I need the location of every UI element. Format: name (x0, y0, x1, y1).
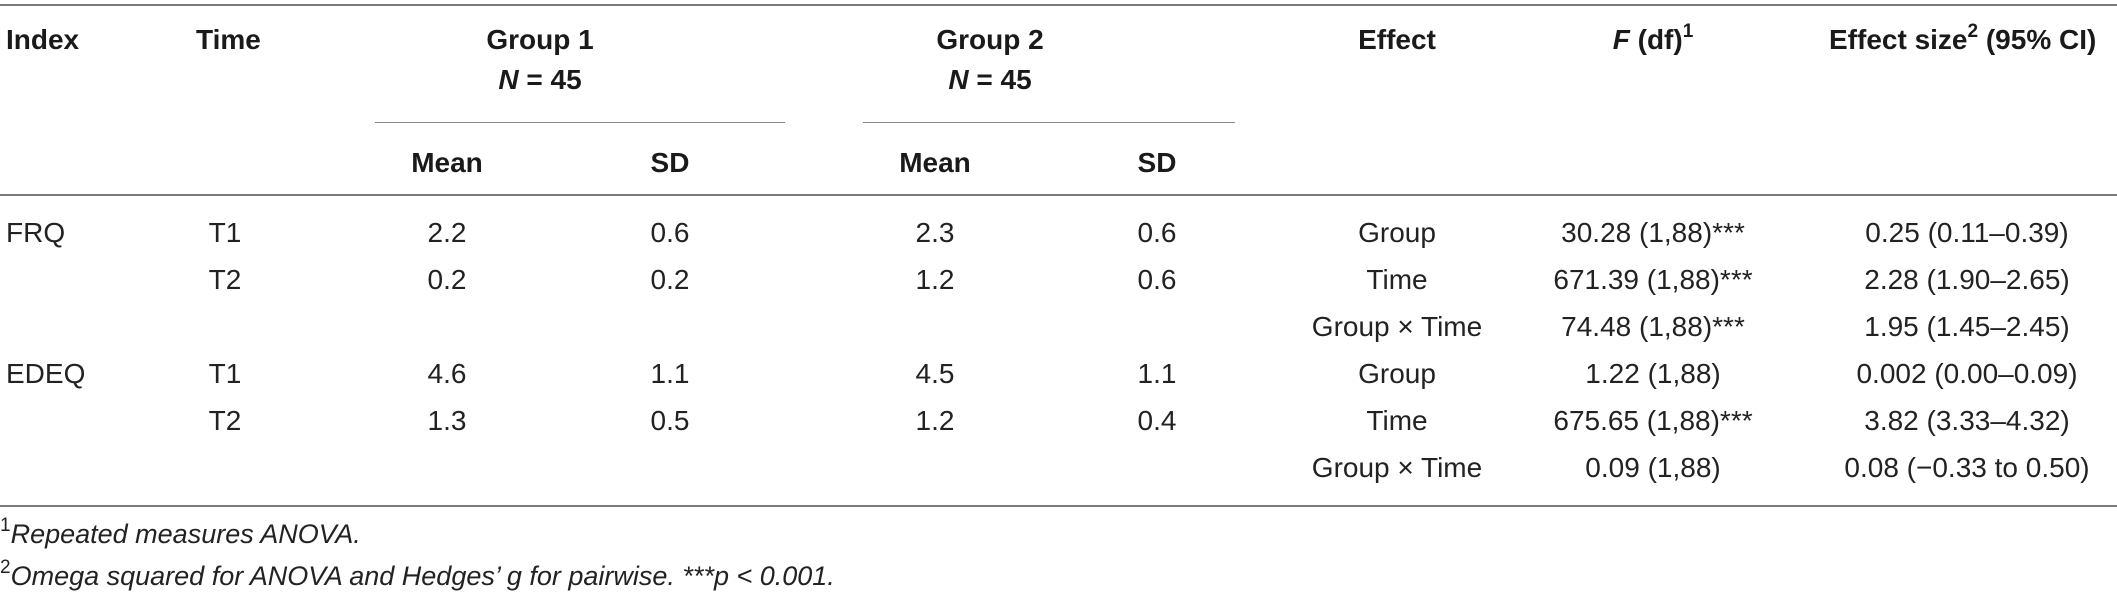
cell-effect-size: 3.82 (3.33–4.32) (1864, 405, 2070, 436)
header-group2-name: Group 2 (936, 24, 1044, 55)
cell-effect-size: 2.28 (1.90–2.65) (1864, 264, 2070, 295)
group1-span-rule (375, 122, 785, 123)
cell-effect-size: 1.95 (1.45–2.45) (1864, 311, 2070, 342)
cell-time: T1 (208, 217, 242, 248)
header-group1-n: N = 45 (498, 64, 582, 95)
group2-span-rule (863, 122, 1235, 123)
cell-effect-size: 0.08 (−0.33 to 0.50) (1844, 452, 2090, 483)
header-group1-name: Group 1 (486, 24, 594, 55)
cell-f-df: 74.48 (1,88)*** (1561, 311, 1745, 342)
table-bottom-rule (0, 505, 2117, 507)
footnote-2: 2Omega squared for ANOVA and Hedges’ g f… (0, 557, 835, 591)
header-group2-mean: Mean (899, 147, 971, 178)
header-index: Index (6, 24, 80, 55)
cell-group2-sd: 0.6 (1137, 264, 1177, 295)
header-effect: Effect (1358, 24, 1436, 55)
cell-effect: Group (1358, 358, 1436, 389)
cell-group2-sd: 0.4 (1137, 405, 1177, 436)
cell-group2-mean: 4.5 (915, 358, 955, 389)
cell-group2-mean: 2.3 (915, 217, 955, 248)
cell-time: T2 (208, 264, 242, 295)
cell-effect: Group × Time (1311, 311, 1483, 342)
cell-group1-sd: 1.1 (650, 358, 690, 389)
cell-group1-mean: 2.2 (427, 217, 467, 248)
cell-effect-size: 0.25 (0.11–0.39) (1865, 217, 2069, 248)
table-top-rule (0, 4, 2117, 6)
cell-group1-mean: 0.2 (427, 264, 467, 295)
cell-time: T2 (208, 405, 242, 436)
cell-f-df: 671.39 (1,88)*** (1553, 264, 1753, 295)
cell-f-df: 675.65 (1,88)*** (1553, 405, 1753, 436)
cell-group2-sd: 0.6 (1137, 217, 1177, 248)
cell-group2-sd: 1.1 (1137, 358, 1177, 389)
header-group2-n: N = 45 (948, 64, 1032, 95)
cell-group1-mean: 4.6 (427, 358, 467, 389)
cell-group2-mean: 1.2 (915, 405, 955, 436)
header-time: Time (196, 24, 261, 55)
header-group1-mean: Mean (411, 147, 483, 178)
cell-group1-sd: 0.2 (650, 264, 690, 295)
cell-index: FRQ (6, 217, 66, 248)
cell-time: T1 (208, 358, 242, 389)
cell-group1-sd: 0.5 (650, 405, 690, 436)
cell-f-df: 0.09 (1,88) (1585, 452, 1721, 483)
header-f-df: F (df)1 (1612, 20, 1694, 55)
cell-effect: Time (1366, 264, 1428, 295)
header-group1-sd: SD (650, 147, 690, 178)
cell-effect-size: 0.002 (0.00–0.09) (1856, 358, 2078, 389)
cell-effect: Group × Time (1311, 452, 1483, 483)
cell-group2-mean: 1.2 (915, 264, 955, 295)
header-effect-size: Effect size2 (95% CI) (1829, 20, 2097, 55)
header-bottom-rule (0, 194, 2117, 196)
cell-f-df: 1.22 (1,88) (1585, 358, 1721, 389)
footnote-1: 1Repeated measures ANOVA. (0, 515, 361, 549)
cell-index: EDEQ (6, 358, 86, 389)
cell-group1-mean: 1.3 (427, 405, 467, 436)
cell-group1-sd: 0.6 (650, 217, 690, 248)
cell-f-df: 30.28 (1,88)*** (1561, 217, 1745, 248)
header-group2-sd: SD (1137, 147, 1177, 178)
cell-effect: Group (1358, 217, 1436, 248)
cell-effect: Time (1366, 405, 1428, 436)
